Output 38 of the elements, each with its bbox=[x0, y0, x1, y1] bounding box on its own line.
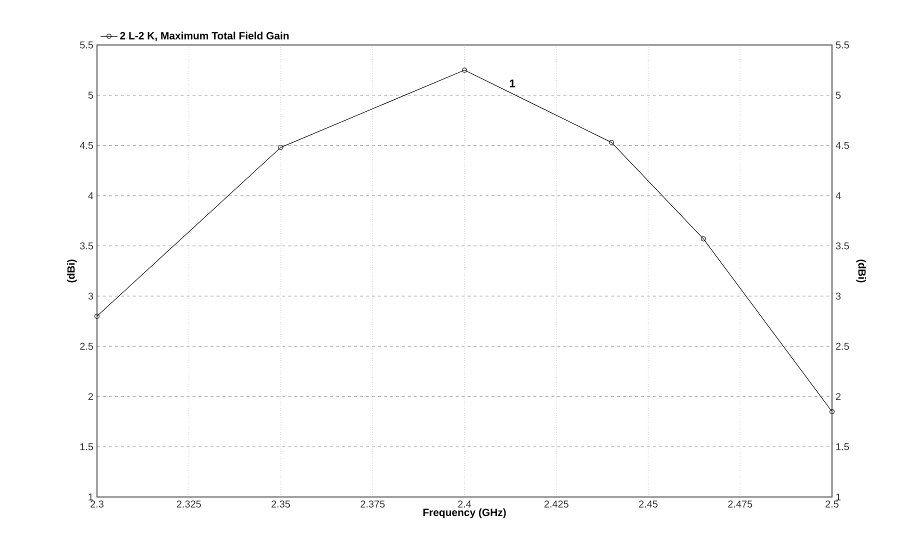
legend-label: 2 L-2 K, Maximum Total Field Gain bbox=[120, 32, 289, 41]
x-axis-title: Frequency (GHz) bbox=[423, 508, 506, 518]
x-tick-label: 2.45 bbox=[639, 500, 658, 508]
x-tick-label: 2.425 bbox=[544, 500, 568, 508]
x-tick-label: 2.375 bbox=[360, 500, 385, 508]
y-tick-label: 5.5 bbox=[80, 42, 94, 48]
y-tick-label: 1.5 bbox=[80, 443, 94, 450]
annotation: 1 bbox=[510, 80, 516, 88]
x-tick-label: 2.325 bbox=[176, 500, 201, 508]
y-tick-label: 1 bbox=[88, 494, 93, 500]
y2-tick-label: 4.5 bbox=[836, 142, 849, 149]
y2-tick-label: 3.5 bbox=[836, 242, 849, 250]
x-tick-label: 2.4 bbox=[458, 500, 472, 508]
y-axis-title: (dBi) bbox=[67, 260, 77, 282]
y-tick-label: 4.5 bbox=[80, 142, 94, 149]
point bbox=[462, 68, 467, 73]
y2-tick-label: 3 bbox=[836, 292, 841, 300]
x-tick-label: 2.475 bbox=[728, 500, 752, 508]
y-tick-label: 3 bbox=[88, 292, 94, 300]
point bbox=[278, 144, 284, 150]
y-tick-label: 3.5 bbox=[80, 242, 94, 250]
y2-tick-label: 1 bbox=[836, 494, 841, 500]
y2-tick-label: 5 bbox=[836, 92, 841, 99]
y2-tick-label: 5.5 bbox=[836, 42, 849, 48]
y2-tick-label: 1.5 bbox=[836, 443, 849, 450]
y2-tick-label: 2.5 bbox=[836, 342, 849, 350]
x-tick-label: 2.5 bbox=[826, 500, 839, 508]
y2-tick-label: 2 bbox=[836, 393, 841, 400]
x-tick-label: 2.3 bbox=[90, 500, 104, 508]
y-tick-label: 2 bbox=[88, 393, 93, 400]
y2-axis-title: (dBi) bbox=[856, 260, 866, 282]
y2-tick-label: 4 bbox=[836, 192, 841, 200]
x-tick-label: 2.35 bbox=[272, 500, 290, 508]
y-tick-label: 2.5 bbox=[80, 342, 94, 350]
y-tick-label: 5 bbox=[88, 92, 94, 99]
y-tick-label: 4 bbox=[88, 192, 94, 200]
point bbox=[609, 140, 614, 145]
point bbox=[700, 236, 706, 242]
